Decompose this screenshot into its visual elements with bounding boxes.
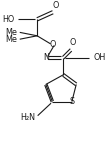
Text: O: O	[49, 40, 56, 49]
Text: HO: HO	[3, 15, 15, 24]
Text: Me: Me	[5, 35, 17, 44]
Text: H₂N: H₂N	[20, 113, 35, 122]
Text: S: S	[70, 97, 75, 106]
Text: OH: OH	[93, 53, 105, 62]
Text: O: O	[52, 1, 59, 10]
Text: O: O	[69, 38, 76, 47]
Text: Me: Me	[5, 28, 17, 37]
Text: N: N	[43, 53, 49, 62]
